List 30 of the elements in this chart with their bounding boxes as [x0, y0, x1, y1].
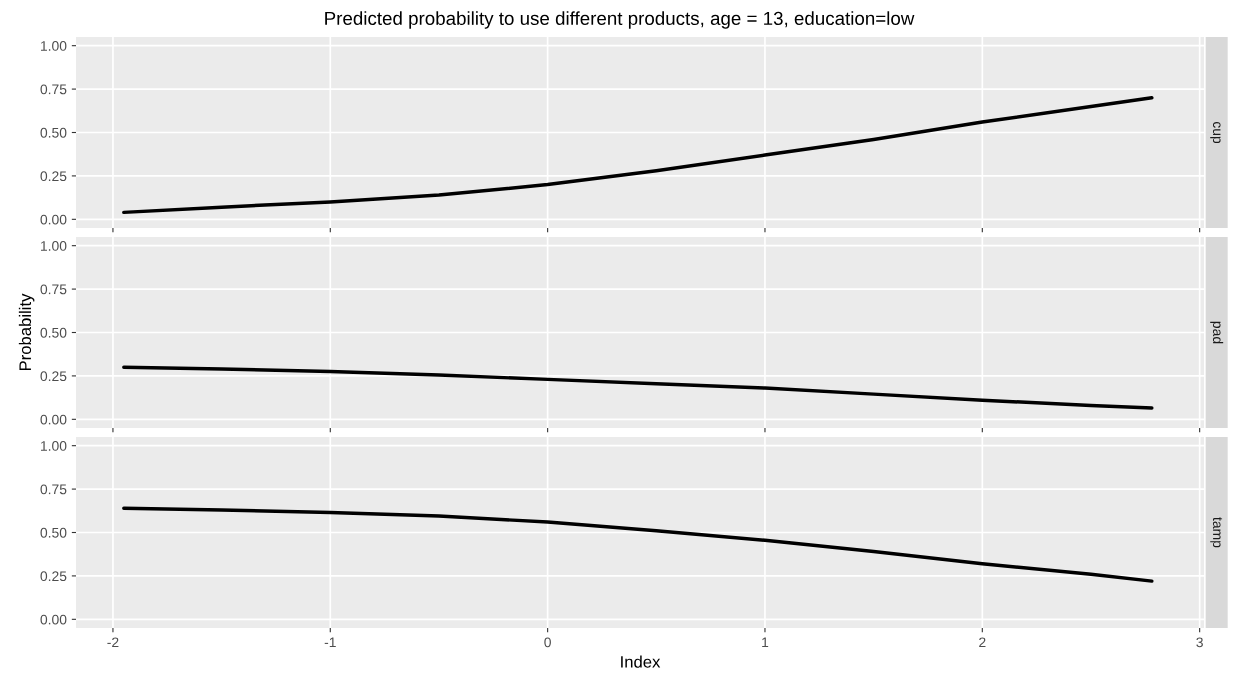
- x-tick-label: 3: [1196, 637, 1203, 648]
- y-tick-label: 0.00: [40, 414, 67, 425]
- y-tick-label: 0.75: [40, 284, 67, 295]
- y-tick-label: 0.50: [40, 527, 67, 538]
- y-tick-label: 0.25: [40, 171, 67, 182]
- y-tick-label: 1.00: [41, 241, 67, 251]
- text: tamp: [1210, 517, 1223, 548]
- x-tick-label: -2: [107, 637, 119, 648]
- y-axis-title: Probability: [18, 293, 35, 371]
- x-tick-label: -1: [324, 637, 336, 648]
- x-tick-label: 2: [979, 637, 986, 648]
- text: pad: [1210, 321, 1224, 344]
- x-axis-title: Index: [621, 655, 661, 668]
- text: cup: [1210, 121, 1221, 144]
- y-tick-label: 0.25: [40, 371, 67, 382]
- y-tick-label: 1.00: [41, 441, 67, 451]
- y-tick-label: 0.25: [40, 571, 67, 582]
- line-series: [122, 96, 1154, 215]
- y-tick-label: 0.00: [40, 214, 67, 225]
- y-tick-label: 0.75: [40, 484, 67, 495]
- y-tick-label: 0.75: [40, 84, 67, 95]
- chart-title: Predicted probability to use different products, age = 13, education=low: [325, 11, 915, 29]
- y-tick-label: 0.50: [40, 127, 67, 138]
- y-tick-label: 0.00: [40, 614, 67, 625]
- line-series: [122, 506, 1154, 583]
- y-tick-label: 0.50: [40, 327, 67, 338]
- x-tick-label: 0: [544, 637, 551, 648]
- line-series: [122, 365, 1154, 410]
- x-tick-label: 1: [762, 637, 769, 648]
- y-tick-label: 1.00: [41, 41, 67, 51]
